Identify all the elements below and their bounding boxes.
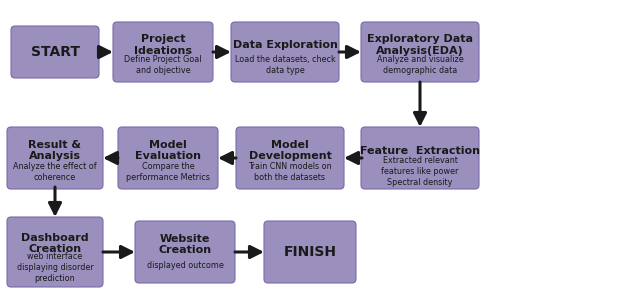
FancyBboxPatch shape (236, 127, 344, 189)
Text: Model
Evaluation: Model Evaluation (135, 140, 201, 161)
Text: Extracted relevant
features like power
Spectral density: Extracted relevant features like power S… (381, 156, 459, 187)
Text: Dashboard
Creation: Dashboard Creation (21, 233, 89, 254)
FancyBboxPatch shape (361, 127, 479, 189)
Text: Exploratory Data
Analysis(EDA): Exploratory Data Analysis(EDA) (367, 34, 473, 56)
Text: Website
Creation: Website Creation (159, 234, 211, 255)
Text: Analyze the effect of
coherence: Analyze the effect of coherence (13, 162, 97, 182)
FancyBboxPatch shape (11, 26, 99, 78)
Text: FINISH: FINISH (283, 245, 337, 259)
Text: Define Project Goal
and objective: Define Project Goal and objective (124, 55, 202, 75)
Text: Train CNN models on
both the datasets: Train CNN models on both the datasets (248, 162, 332, 182)
Text: Analyze and visualize
demographic data: Analyze and visualize demographic data (376, 55, 463, 75)
Text: Feature  Extraction: Feature Extraction (360, 146, 480, 156)
Text: Data Exploration: Data Exploration (232, 40, 337, 50)
FancyBboxPatch shape (264, 221, 356, 283)
FancyBboxPatch shape (118, 127, 218, 189)
Text: Compare the
performance Metrics: Compare the performance Metrics (126, 162, 210, 182)
FancyBboxPatch shape (231, 22, 339, 82)
Text: Load the datasets, check
data type: Load the datasets, check data type (234, 55, 335, 75)
FancyBboxPatch shape (7, 217, 103, 287)
Text: Project
Ideations: Project Ideations (134, 34, 192, 56)
Text: web interface
displaying disorder
prediction: web interface displaying disorder predic… (17, 252, 94, 283)
Text: START: START (30, 45, 79, 59)
FancyBboxPatch shape (361, 22, 479, 82)
Text: Model
Development: Model Development (249, 140, 332, 161)
Text: displayed outcome: displayed outcome (146, 261, 223, 270)
Text: Result &
Analysis: Result & Analysis (29, 140, 81, 161)
FancyBboxPatch shape (113, 22, 213, 82)
FancyBboxPatch shape (7, 127, 103, 189)
FancyBboxPatch shape (135, 221, 235, 283)
